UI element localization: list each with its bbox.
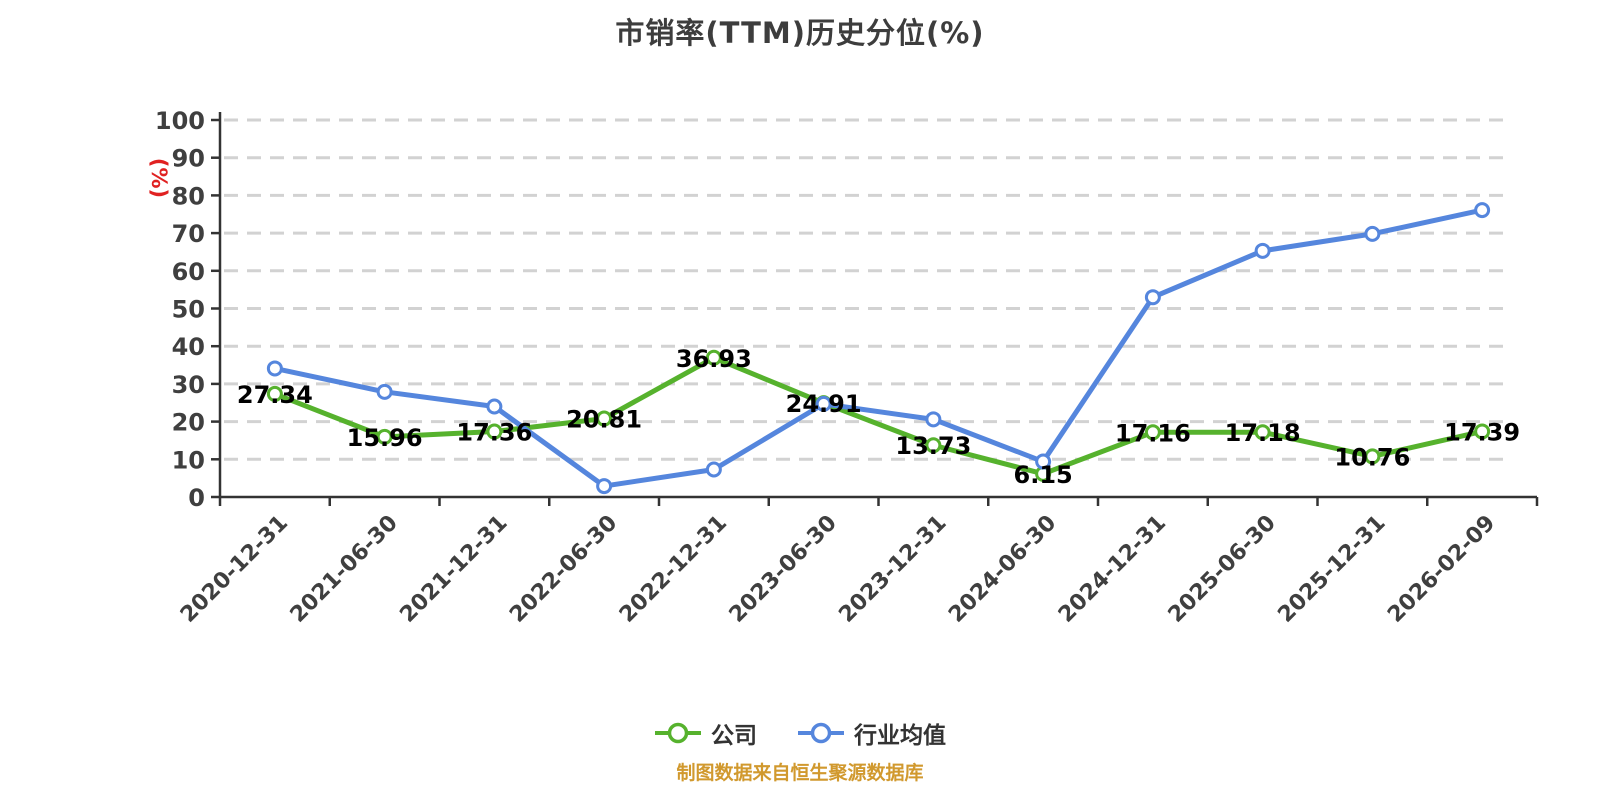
chart-title: 市销率(TTM)历史分位(%) <box>615 16 985 50</box>
x-tick-label: 2025-06-30 <box>1164 511 1281 628</box>
x-tick-label: 2026-02-09 <box>1383 511 1500 628</box>
x-tick-label: 2021-12-31 <box>395 511 512 628</box>
data-point[interactable] <box>596 478 613 495</box>
x-tick-label: 2022-12-31 <box>615 511 732 628</box>
legend-label-company: 公司 <box>711 723 757 749</box>
data-point[interactable] <box>376 428 393 445</box>
legend: 公司 行业均值 <box>0 716 1600 750</box>
y-tick-label: 100 <box>155 107 205 135</box>
data-label: 17.16 <box>1115 419 1191 447</box>
data-label: 24.91 <box>786 390 862 418</box>
x-tick-label: 2020-12-31 <box>176 511 293 628</box>
y-tick-label: 0 <box>188 484 205 512</box>
line-marker-icon <box>655 722 701 744</box>
data-label: 10.76 <box>1334 443 1410 471</box>
data-point[interactable] <box>815 395 832 412</box>
data-point[interactable] <box>1254 424 1271 441</box>
data-point[interactable] <box>705 349 722 366</box>
y-tick-label: 20 <box>172 409 205 437</box>
source-note: 制图数据来自恒生聚源数据库 <box>676 762 924 784</box>
y-tick-label: 60 <box>172 258 205 286</box>
y-tick-label: 90 <box>172 145 205 173</box>
x-tick-label: 2021-06-30 <box>286 511 403 628</box>
x-tick-label: 2024-12-31 <box>1054 511 1171 628</box>
data-point[interactable] <box>1364 448 1381 465</box>
data-point[interactable] <box>266 385 283 402</box>
data-label: 17.36 <box>456 419 532 447</box>
data-point[interactable] <box>1144 424 1161 441</box>
y-tick-label: 30 <box>172 371 205 399</box>
legend-item-company[interactable]: 公司 <box>654 716 757 750</box>
legend-item-industry[interactable]: 行业均值 <box>797 716 946 750</box>
x-tick-label: 2024-06-30 <box>944 511 1061 628</box>
data-point[interactable] <box>925 411 942 428</box>
y-tick-label: 70 <box>172 220 205 248</box>
legend-label-industry: 行业均值 <box>854 723 946 749</box>
data-label: 36.93 <box>676 345 752 373</box>
data-label: 15.96 <box>347 424 423 452</box>
y-tick-label: 50 <box>172 296 205 324</box>
data-point[interactable] <box>1254 242 1271 259</box>
data-point[interactable] <box>1474 423 1491 440</box>
data-point[interactable] <box>376 383 393 400</box>
line-marker-icon <box>798 722 844 744</box>
data-label: 17.39 <box>1444 418 1520 446</box>
y-axis-unit-label: (%) <box>147 158 171 198</box>
data-point[interactable] <box>1144 289 1161 306</box>
series-line-0[interactable] <box>272 355 1485 477</box>
data-point[interactable] <box>705 461 722 478</box>
data-label: 17.18 <box>1225 419 1301 447</box>
data-point[interactable] <box>266 360 283 377</box>
data-point[interactable] <box>596 410 613 427</box>
x-tick-label: 2023-06-30 <box>725 511 842 628</box>
y-tick-label: 80 <box>172 182 205 210</box>
series-line-1[interactable] <box>272 207 1485 489</box>
y-tick-label: 10 <box>172 446 205 474</box>
data-point[interactable] <box>486 423 503 440</box>
y-tick-label: 40 <box>172 333 205 361</box>
data-label: 20.81 <box>566 406 642 434</box>
x-tick-label: 2022-06-30 <box>505 511 622 628</box>
data-point[interactable] <box>1364 225 1381 242</box>
x-tick-label: 2023-12-31 <box>834 511 951 628</box>
data-point[interactable] <box>1474 202 1491 219</box>
data-point[interactable] <box>486 398 503 415</box>
data-point[interactable] <box>1035 453 1052 470</box>
data-label: 27.34 <box>237 381 313 409</box>
data-label: 13.73 <box>895 432 971 460</box>
data-label: 6.15 <box>1014 461 1073 489</box>
x-tick-label: 2025-12-31 <box>1273 511 1390 628</box>
data-point[interactable] <box>925 437 942 454</box>
